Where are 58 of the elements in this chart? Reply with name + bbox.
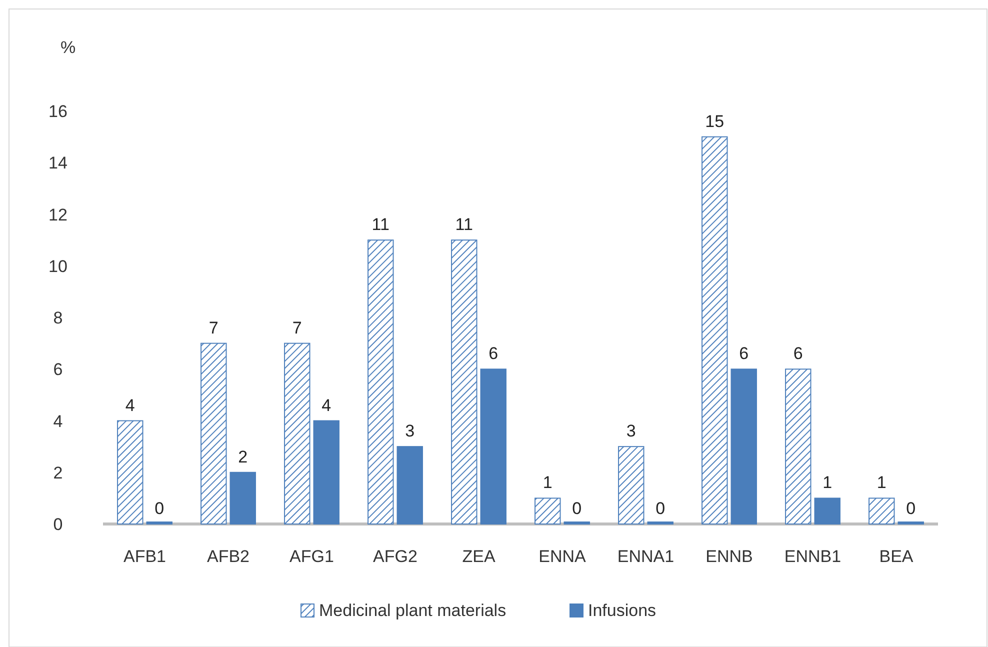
y-tick-label: 6 [53,360,63,380]
y-tick-label: 0 [53,515,63,534]
bar [451,240,478,524]
x-tick-label: AFB1 [123,547,166,566]
bar [702,136,728,524]
data-label: 6 [739,344,749,364]
x-tick-label: ENNB [706,547,753,566]
bar [814,498,840,524]
data-label: 1 [542,473,552,492]
y-tick-label: 2 [53,463,63,482]
data-label: 7 [208,318,218,338]
bar [368,240,394,524]
y-tick-label: 10 [48,256,68,276]
x-tick-label: ZEA [462,547,496,566]
data-label: 1 [876,473,886,492]
x-tick-label: AFG2 [373,547,418,566]
data-label: 0 [906,499,916,518]
legend-label: Infusions [588,601,656,620]
legend-label: Medicinal plant materials [319,601,506,620]
data-label: 3 [405,422,415,441]
bar [785,368,812,524]
x-tick-label: ENNA1 [617,547,674,566]
bar [730,368,757,524]
x-tick-label: ENNB1 [784,547,842,566]
data-label: 6 [793,344,803,364]
bar [117,420,144,524]
x-tick-label: ENNA [538,547,587,566]
data-label: 11 [455,215,473,234]
y-axis-title: % [60,38,76,57]
bar [534,498,561,524]
bar [313,420,340,524]
data-label: 0 [154,499,164,518]
data-label: 4 [125,396,135,415]
bar [868,498,895,524]
bar [618,446,644,524]
y-tick-label: 12 [48,205,68,224]
y-tick-label: 14 [48,154,68,173]
x-tick-label: AFG1 [290,547,334,566]
data-label: 0 [656,499,666,518]
data-label: 7 [292,318,302,338]
y-tick-label: 8 [53,308,63,328]
data-label: 1 [822,473,832,492]
data-label: 3 [626,422,636,441]
x-tick-label: BEA [879,547,914,566]
bar [200,342,227,524]
data-label: 15 [705,112,724,131]
bar [230,472,256,524]
bar [480,368,506,524]
x-tick-label: AFB2 [206,547,250,566]
bar [284,342,310,524]
data-label: 11 [372,215,390,234]
data-label: 6 [488,344,498,364]
data-label: 0 [572,499,582,518]
bar [396,446,423,524]
y-tick-label: 4 [53,412,63,431]
y-tick-label: 16 [48,102,68,121]
data-label: 4 [322,396,332,415]
data-label: 2 [238,447,248,466]
